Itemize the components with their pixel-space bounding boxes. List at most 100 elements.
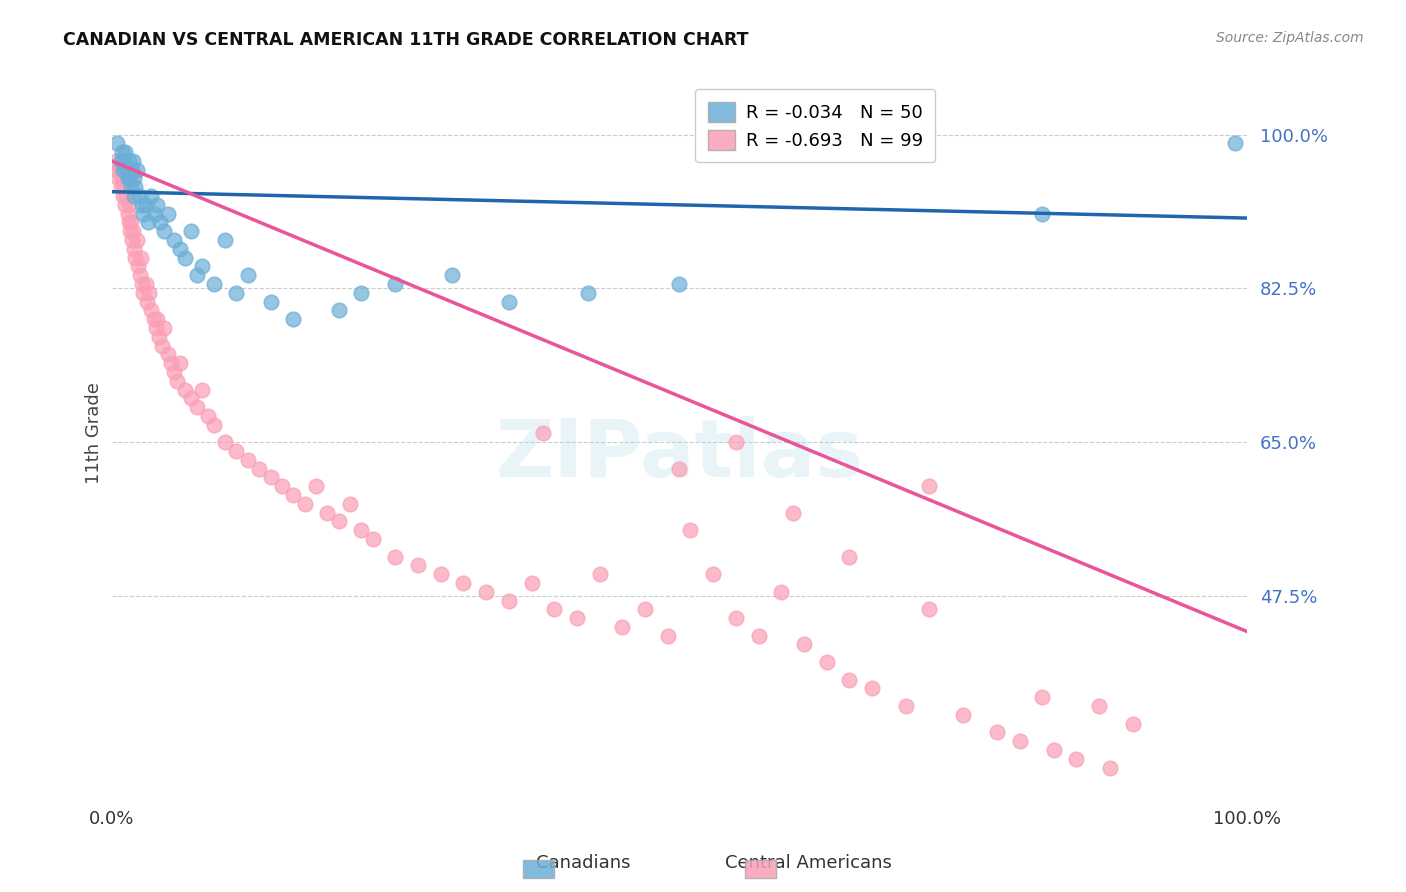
- Point: [724, 435, 747, 450]
- Point: [793, 638, 815, 652]
- Point: [283, 488, 305, 502]
- Point: [166, 374, 188, 388]
- Point: [159, 356, 181, 370]
- Point: [191, 260, 214, 274]
- Point: [1031, 207, 1053, 221]
- Point: [316, 506, 339, 520]
- Point: [125, 162, 148, 177]
- Point: [1099, 761, 1122, 775]
- Point: [157, 347, 180, 361]
- Point: [124, 189, 146, 203]
- Point: [531, 426, 554, 441]
- Point: [132, 207, 155, 221]
- Point: [120, 180, 142, 194]
- Text: Source: ZipAtlas.com: Source: ZipAtlas.com: [1216, 31, 1364, 45]
- Point: [361, 532, 384, 546]
- Point: [236, 453, 259, 467]
- Point: [259, 470, 281, 484]
- Point: [145, 321, 167, 335]
- Point: [105, 136, 128, 151]
- Point: [105, 153, 128, 168]
- Point: [153, 224, 176, 238]
- Text: ZIPatlas: ZIPatlas: [495, 416, 863, 494]
- Point: [163, 233, 186, 247]
- Point: [679, 523, 702, 537]
- Point: [384, 549, 406, 564]
- Point: [225, 285, 247, 300]
- Point: [453, 576, 475, 591]
- Point: [498, 294, 520, 309]
- Point: [384, 277, 406, 291]
- Text: Central Americans: Central Americans: [725, 855, 891, 872]
- Point: [952, 707, 974, 722]
- Point: [214, 233, 236, 247]
- Point: [124, 171, 146, 186]
- Text: Canadians: Canadians: [536, 855, 631, 872]
- Point: [498, 593, 520, 607]
- Point: [475, 584, 498, 599]
- Point: [668, 461, 690, 475]
- Point: [118, 153, 141, 168]
- Point: [543, 602, 565, 616]
- Point: [236, 268, 259, 283]
- Point: [124, 242, 146, 256]
- Point: [350, 285, 373, 300]
- Point: [174, 251, 197, 265]
- Point: [986, 725, 1008, 739]
- Point: [146, 198, 169, 212]
- Point: [294, 497, 316, 511]
- Point: [118, 224, 141, 238]
- Point: [115, 162, 138, 177]
- Point: [202, 277, 225, 291]
- Point: [120, 215, 142, 229]
- Point: [339, 497, 361, 511]
- Point: [441, 268, 464, 283]
- Point: [305, 479, 328, 493]
- Point: [202, 417, 225, 432]
- Point: [918, 602, 941, 616]
- Point: [702, 567, 724, 582]
- Point: [118, 198, 141, 212]
- Point: [131, 198, 153, 212]
- Point: [1122, 716, 1144, 731]
- Point: [668, 277, 690, 291]
- Point: [146, 312, 169, 326]
- Point: [782, 506, 804, 520]
- Point: [157, 207, 180, 221]
- Point: [129, 268, 152, 283]
- Point: [657, 629, 679, 643]
- Point: [174, 383, 197, 397]
- Point: [110, 153, 132, 168]
- Point: [186, 400, 208, 414]
- Point: [141, 189, 163, 203]
- Point: [894, 699, 917, 714]
- Text: CANADIAN VS CENTRAL AMERICAN 11TH GRADE CORRELATION CHART: CANADIAN VS CENTRAL AMERICAN 11TH GRADE …: [63, 31, 749, 49]
- Point: [121, 233, 143, 247]
- Point: [247, 461, 270, 475]
- Point: [150, 338, 173, 352]
- Point: [634, 602, 657, 616]
- Point: [747, 629, 769, 643]
- Point: [118, 215, 141, 229]
- Point: [118, 171, 141, 186]
- Point: [283, 312, 305, 326]
- Point: [520, 576, 543, 591]
- Point: [815, 655, 838, 669]
- Point: [1042, 743, 1064, 757]
- Point: [125, 233, 148, 247]
- Point: [111, 162, 134, 177]
- Point: [169, 356, 191, 370]
- Point: [135, 198, 157, 212]
- Point: [169, 242, 191, 256]
- Point: [117, 171, 139, 186]
- Point: [149, 215, 172, 229]
- Point: [328, 303, 350, 318]
- Point: [328, 515, 350, 529]
- Point: [197, 409, 219, 423]
- Legend: R = -0.034   N = 50, R = -0.693   N = 99: R = -0.034 N = 50, R = -0.693 N = 99: [695, 89, 935, 162]
- Point: [129, 189, 152, 203]
- Point: [111, 171, 134, 186]
- Point: [406, 558, 429, 573]
- Point: [565, 611, 588, 625]
- Point: [135, 294, 157, 309]
